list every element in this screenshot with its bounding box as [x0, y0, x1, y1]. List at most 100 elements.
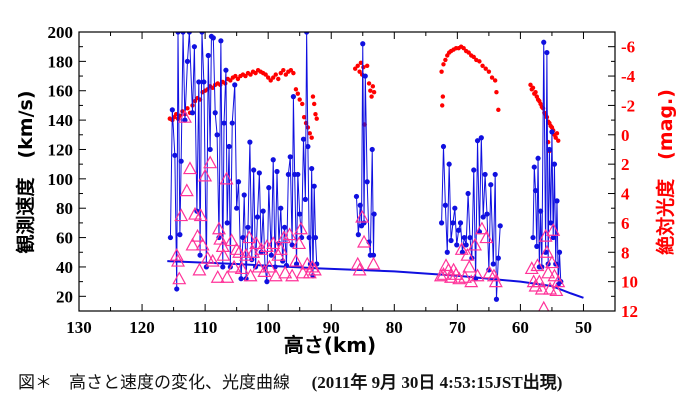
magnitude-point [301, 114, 307, 120]
triangle-point [534, 281, 549, 295]
velocity-point [304, 32, 310, 35]
velocity-point [364, 179, 370, 185]
magnitude-point [276, 76, 281, 82]
y-tick-label: 20 [56, 287, 73, 306]
triangle-point [460, 247, 475, 261]
velocity-point [238, 276, 244, 282]
velocity-point [461, 234, 467, 241]
triangle-point [282, 227, 297, 241]
triangle-point [457, 269, 472, 283]
velocity-point [495, 255, 501, 261]
magnitude-point [233, 73, 238, 79]
velocity-point [311, 183, 317, 189]
velocity-point [295, 171, 301, 178]
triangle-point [285, 268, 300, 282]
velocity-point [541, 39, 547, 45]
magnitude-point [300, 101, 305, 107]
magnitude-point [235, 76, 241, 82]
figure-caption: 図＊ 高さと速度の変化、光度曲線 (2011年 9月 30日 4:53:15JS… [18, 368, 562, 393]
plot-area [167, 32, 584, 311]
velocity-point [172, 152, 178, 158]
velocity-point [550, 234, 556, 241]
triangle-point [232, 245, 247, 258]
triangle-point [220, 269, 235, 283]
velocity-point [297, 211, 303, 217]
magnitude-point [533, 90, 538, 95]
velocity-point [196, 79, 202, 85]
velocity-point [212, 110, 218, 116]
triangle-point [177, 109, 192, 123]
magnitude-point [368, 88, 373, 93]
triangle-point [546, 222, 561, 236]
magnitude-point [554, 131, 560, 136]
velocity-point [534, 243, 540, 249]
x-tick-label: 90 [323, 318, 340, 337]
velocity-point [235, 179, 242, 185]
velocity-point [175, 32, 181, 35]
triangle-point [436, 267, 451, 280]
magnitude-point [297, 97, 302, 102]
velocity-point [488, 182, 494, 188]
magnitude-point [461, 45, 466, 51]
magnitude-point [369, 94, 374, 99]
magnitude-point [357, 69, 362, 74]
velocity-point [224, 220, 230, 226]
magnitude-point [268, 78, 273, 83]
velocity-point [493, 296, 500, 302]
magnitude-point [366, 81, 372, 86]
magnitude-point [471, 54, 476, 60]
magnitude-point [371, 90, 377, 95]
triangle-point [219, 171, 234, 185]
triangle-point [266, 236, 281, 250]
magnitude-point [278, 70, 283, 76]
triangle-point [179, 183, 194, 197]
triangle-point [198, 168, 213, 182]
magnitude-point [228, 78, 233, 83]
triangle-point [462, 259, 477, 273]
triangle-point [210, 269, 225, 283]
triangle-point [444, 269, 459, 283]
triangle-point [486, 268, 501, 282]
magnitude-point [355, 63, 360, 68]
velocity-point [480, 214, 486, 220]
triangle-point [452, 271, 467, 285]
y-tick-label: 100 [48, 170, 74, 189]
x-tick-label: 120 [129, 318, 155, 337]
triangle-point [268, 268, 283, 282]
velocity-point [456, 227, 462, 233]
velocity-point [452, 205, 458, 211]
velocity-point [484, 211, 490, 217]
x-tick-label: 70 [449, 318, 466, 337]
triangle-point [185, 237, 200, 251]
velocity-point [266, 185, 272, 191]
triangle-point [170, 253, 186, 267]
velocity-line [441, 137, 501, 300]
triangle-point [539, 245, 554, 258]
velocity-point [221, 120, 227, 126]
y-tick-label: 200 [48, 23, 74, 42]
x-tick-label: 110 [193, 318, 218, 337]
velocity-point [444, 249, 450, 255]
triangle-point [530, 258, 545, 272]
magnitude-point [312, 101, 317, 107]
velocity-point [471, 167, 477, 173]
caption-main: 図＊ 高さと速度の変化、光度曲線 [18, 373, 290, 393]
triangle-point [249, 236, 264, 250]
triangle-point [234, 261, 249, 275]
magnitude-point [243, 73, 248, 79]
velocity-point [546, 146, 553, 153]
magnitude-point [480, 63, 485, 68]
velocity-point [535, 155, 541, 161]
velocity-point [532, 187, 539, 194]
triangle-point [454, 242, 469, 255]
velocity-point [240, 234, 246, 241]
velocity-point [205, 52, 211, 59]
velocity-point [554, 198, 560, 204]
velocity-point [247, 139, 253, 145]
velocity-point [448, 237, 454, 244]
magnitude-point [307, 131, 312, 136]
velocity-point [474, 138, 481, 144]
y2-tick-label: 0 [621, 126, 630, 145]
velocity-point [463, 242, 469, 248]
velocity-point [492, 171, 498, 178]
